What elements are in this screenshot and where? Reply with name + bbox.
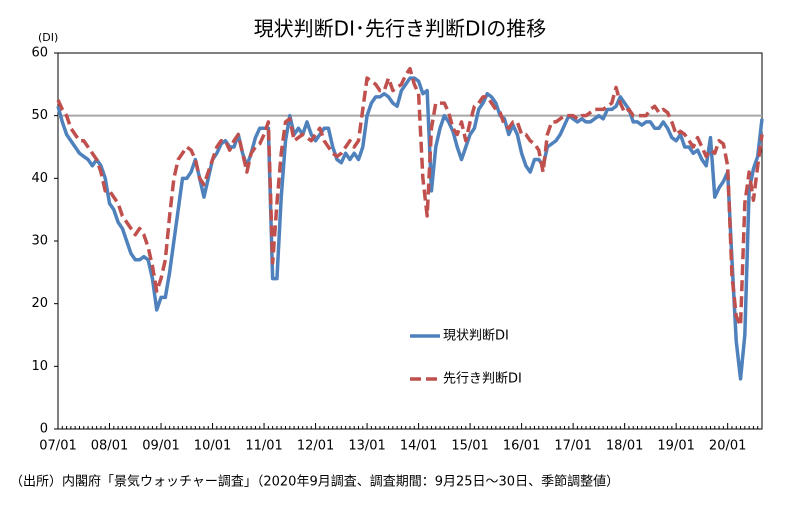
x-tick-label: 10/01 [194,439,231,454]
y-tick-label: 0 [40,422,48,437]
x-tick-label: 07/01 [39,439,76,454]
legend-label: 現状判断DI [443,329,509,344]
footnote: （出所）内閣府「景気ウォッチャー調査」（2020年9月調査、調査期間：9月25日… [10,474,619,490]
chart-title: 現状判断DI･先行き判断DIの推移 [254,17,547,41]
y-unit-label: (DI) [38,31,58,44]
y-tick-label: 50 [31,108,48,123]
legend-label: 先行き判断DI [443,372,522,387]
y-tick-label: 30 [31,234,48,249]
x-tick-label: 13/01 [348,439,385,454]
x-tick-label: 18/01 [606,439,643,454]
x-tick-label: 17/01 [554,439,591,454]
x-tick-label: 09/01 [142,439,179,454]
series-line [56,66,764,328]
x-tick-label: 15/01 [451,439,488,454]
x-tick-label: 14/01 [400,439,437,454]
y-tick-label: 20 [31,296,48,311]
x-tick-label: 20/01 [709,439,746,454]
x-tick-label: 11/01 [245,439,282,454]
x-tick-label: 08/01 [91,439,128,454]
y-tick-label: 10 [31,359,48,374]
x-tick-label: 19/01 [657,439,694,454]
series-line [56,76,764,381]
x-tick-label: 16/01 [503,439,540,454]
x-tick-label: 12/01 [297,439,334,454]
y-tick-label: 60 [31,46,48,61]
y-tick-label: 40 [31,171,48,186]
